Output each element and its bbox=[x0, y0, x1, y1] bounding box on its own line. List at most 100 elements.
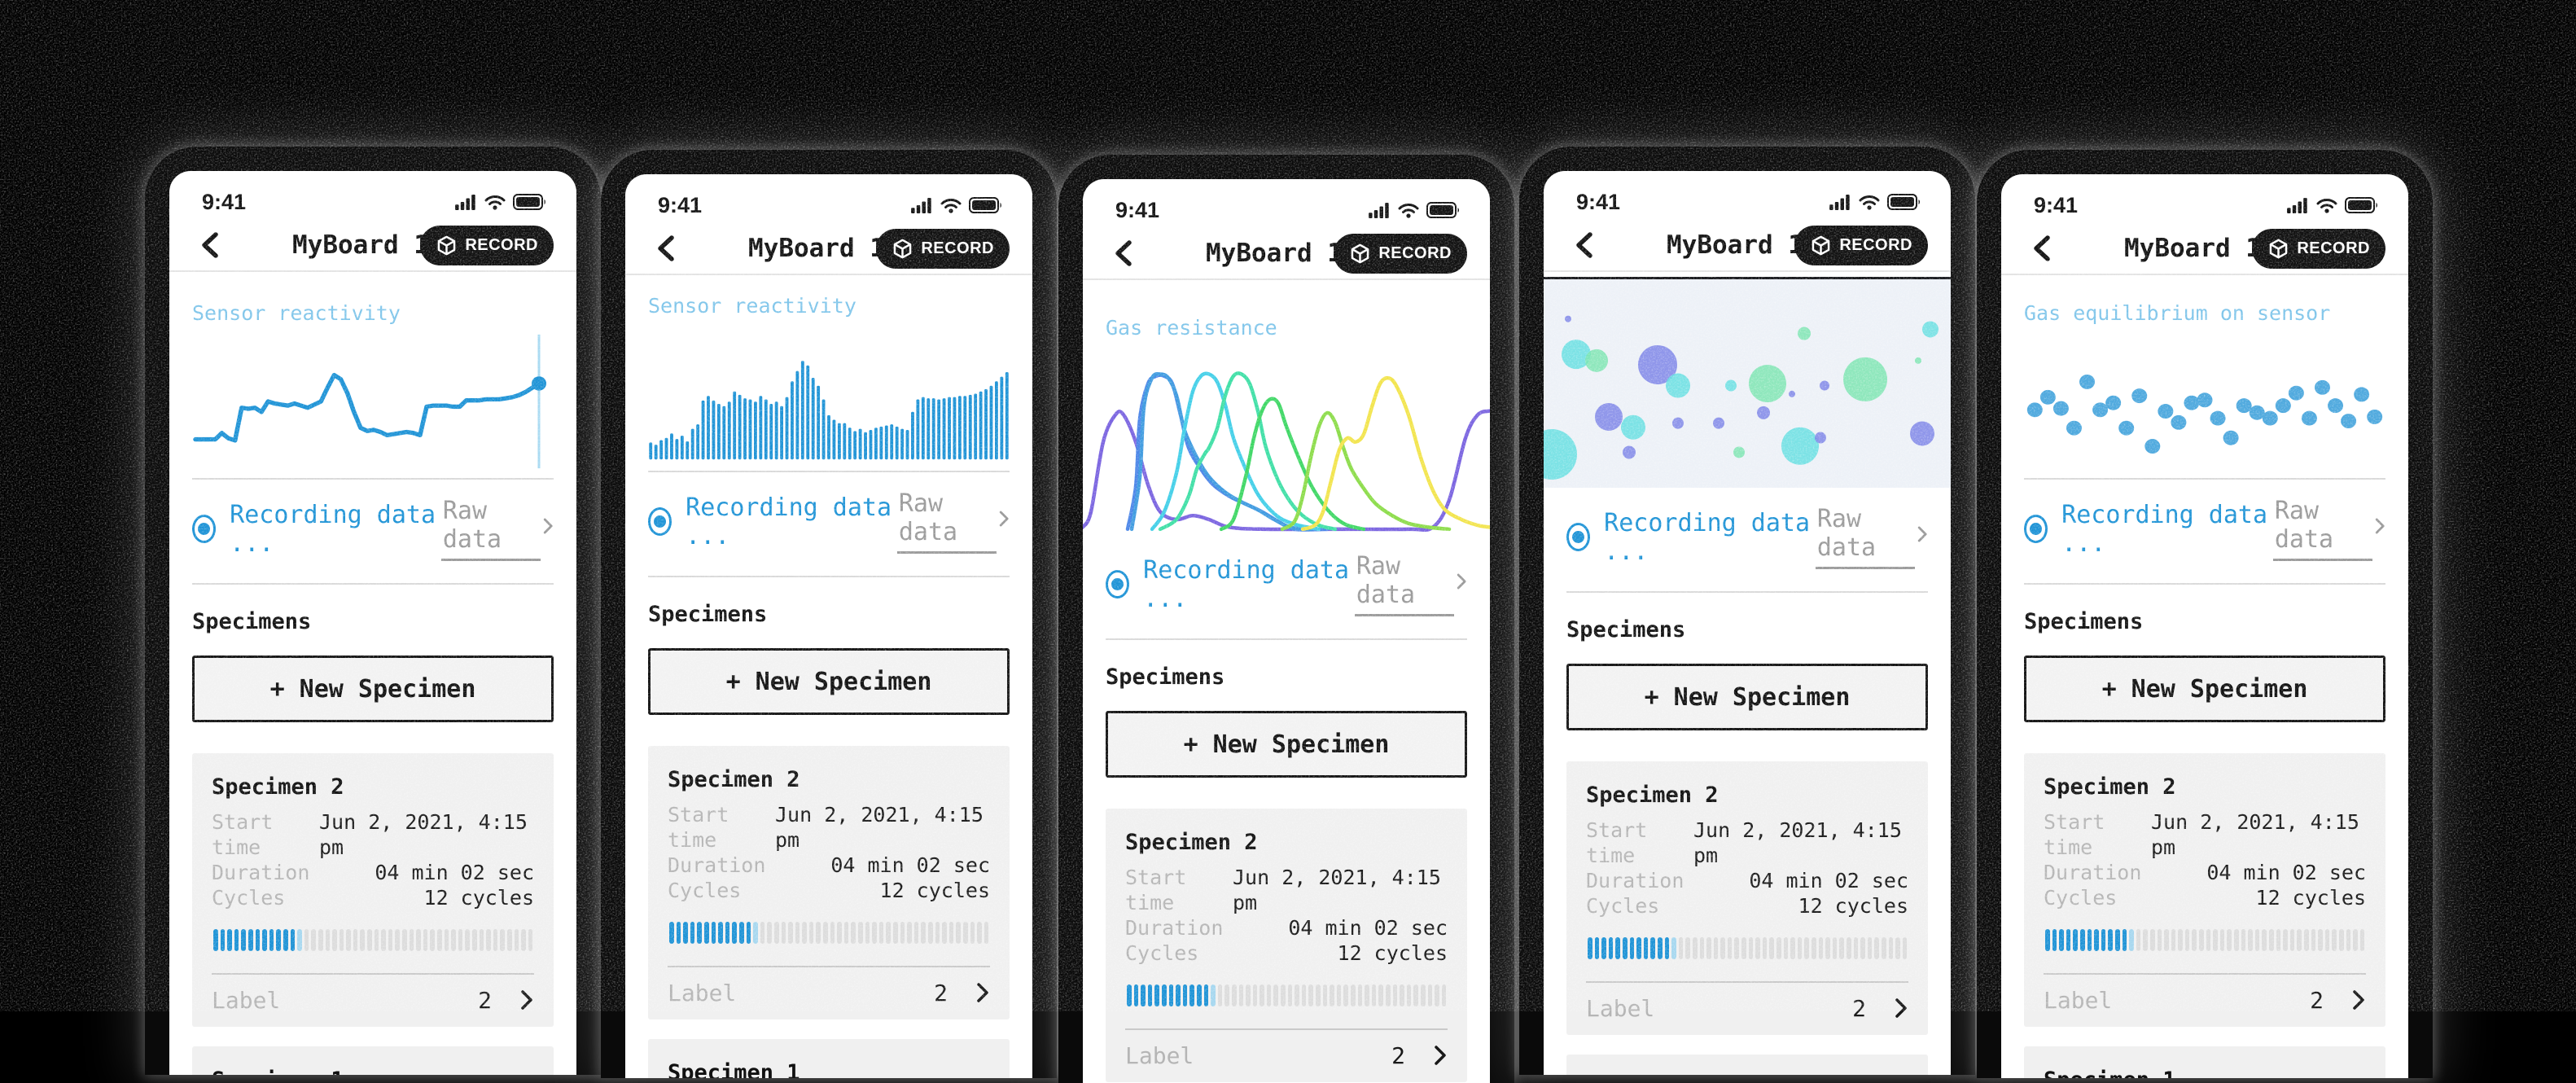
status-time: 9:41 bbox=[2034, 192, 2079, 217]
record-button[interactable]: RECORD bbox=[1334, 233, 1467, 274]
record-button[interactable]: RECORD bbox=[876, 228, 1010, 269]
specimens-heading: Specimens bbox=[2024, 609, 2144, 634]
back-button[interactable] bbox=[1114, 239, 1133, 267]
chart-block bbox=[1544, 277, 1951, 488]
row-value: Jun 2, 2021, 4:15 pm bbox=[1233, 866, 1441, 914]
chevron-right-icon bbox=[521, 990, 532, 1010]
specimen-row: Cycles 12 cycles bbox=[668, 878, 990, 903]
cellular-signal-icon bbox=[2287, 197, 2307, 213]
chevron-left-icon bbox=[202, 232, 218, 258]
screen-content[interactable]: Recording data ... Raw data Specimens + … bbox=[1544, 277, 1951, 1075]
screen-content[interactable]: Gas equilibrium on sensor Recording data… bbox=[2001, 301, 2408, 1078]
raw-data-link[interactable]: Raw data bbox=[896, 489, 997, 554]
phone-screen: 9:41 bbox=[169, 171, 576, 1075]
chevron-left-icon bbox=[2034, 235, 2050, 261]
label-row[interactable]: Label 2 bbox=[1125, 1030, 1448, 1081]
recording-status-row: Recording data ... Raw data bbox=[1106, 535, 1467, 632]
chevron-right-icon bbox=[1457, 573, 1466, 589]
chart-canvas bbox=[2024, 331, 2385, 471]
chevron-right-icon bbox=[1917, 526, 1927, 542]
label-row[interactable]: Label 2 bbox=[212, 975, 534, 1025]
row-label: Start time bbox=[2044, 810, 2105, 859]
specimen-name: Specimen 2 bbox=[1586, 783, 1719, 808]
specimen-card[interactable]: Specimen 2 Start time Jun 2, 2021, 4:15 … bbox=[2024, 753, 2385, 1027]
row-label: Cycles bbox=[2044, 886, 2118, 910]
wifi-icon bbox=[940, 198, 962, 213]
wifi-icon bbox=[2316, 198, 2337, 213]
label-row[interactable]: Label 2 bbox=[2044, 975, 2366, 1025]
label-row-value: 2 bbox=[934, 979, 948, 1006]
cellular-signal-icon bbox=[911, 197, 931, 213]
back-button[interactable] bbox=[656, 235, 676, 262]
recording-status-row: Recording data ... Raw data bbox=[1566, 488, 1928, 585]
specimen-card[interactable]: Specimen 1 Start time Jun 2, 2021, 4:02 … bbox=[192, 1046, 554, 1075]
recording-status-label: Recording data ... bbox=[230, 500, 436, 558]
new-specimen-button[interactable]: + New Specimen bbox=[1566, 664, 1928, 730]
screen-content[interactable]: Gas resistance Recording data ... Raw da… bbox=[1083, 316, 1490, 1083]
back-button[interactable] bbox=[2032, 235, 2052, 262]
specimen-row: Cycles 12 cycles bbox=[1125, 940, 1448, 966]
chart-block: Sensor reactivity bbox=[648, 294, 1010, 464]
recording-status-row: Recording data ... Raw data bbox=[2024, 480, 2385, 577]
status-time: 9:41 bbox=[1576, 189, 1621, 214]
app-header: MyBoard 1 RECORD bbox=[2001, 223, 2408, 275]
row-value: 12 cycles bbox=[1798, 894, 1908, 918]
specimen-row: Start time Jun 2, 2021, 4:15 pm bbox=[1125, 865, 1448, 915]
raw-data-link[interactable]: Raw data bbox=[440, 497, 541, 561]
chart-canvas bbox=[648, 324, 1010, 464]
specimen-row: Duration 04 min 02 sec bbox=[1125, 915, 1448, 940]
chevron-right-icon bbox=[1895, 998, 1907, 1018]
raw-data-link[interactable]: Raw data bbox=[1354, 552, 1454, 616]
divider bbox=[1106, 638, 1467, 640]
specimen-card[interactable]: Specimen 1 Start time Jun 2, 2021, 4:02 … bbox=[648, 1039, 1010, 1078]
screen-content[interactable]: Sensor reactivity Recording data ... Raw… bbox=[625, 294, 1032, 1078]
recording-radio-icon bbox=[1566, 523, 1591, 551]
chevron-right-icon bbox=[543, 518, 553, 533]
app-header: MyBoard 1 RECORD bbox=[169, 220, 576, 272]
screen-content[interactable]: Sensor reactivity Recording data ... Raw… bbox=[169, 301, 576, 1075]
phone-bezel: 9:41 bbox=[145, 147, 601, 1075]
raw-data-link[interactable]: Raw data bbox=[1815, 505, 1915, 569]
cube-icon bbox=[1812, 235, 1830, 255]
page-title: MyBoard 1 bbox=[748, 234, 885, 263]
recording-radio-icon bbox=[2024, 515, 2048, 543]
specimen-card[interactable]: Specimen 2 Start time Jun 2, 2021, 4:15 … bbox=[648, 746, 1010, 1019]
row-value: Jun 2, 2021, 4:15 pm bbox=[1693, 818, 1902, 867]
new-specimen-button[interactable]: + New Specimen bbox=[2024, 656, 2385, 722]
record-button[interactable]: RECORD bbox=[420, 225, 554, 265]
new-specimen-button[interactable]: + New Specimen bbox=[1106, 711, 1467, 778]
raw-data-link[interactable]: Raw data bbox=[2272, 497, 2372, 561]
specimen-card[interactable]: Specimen 1 Start time Jun 2, 2021, 4:02 … bbox=[2024, 1046, 2385, 1078]
app-header: MyBoard 1 RECORD bbox=[1083, 228, 1490, 280]
row-label: Start time bbox=[212, 810, 274, 859]
row-label: Cycles bbox=[668, 879, 742, 902]
specimen-name: Specimen 2 bbox=[2044, 774, 2176, 800]
specimen-card[interactable]: Specimen 2 Start time Jun 2, 2021, 4:15 … bbox=[1106, 809, 1467, 1082]
divider bbox=[2024, 583, 2385, 585]
specimen-card[interactable]: Specimen 2 Start time Jun 2, 2021, 4:15 … bbox=[1566, 761, 1928, 1035]
label-row[interactable]: Label 2 bbox=[1586, 983, 1908, 1033]
chart-title: Sensor reactivity bbox=[648, 294, 856, 318]
battery-icon bbox=[1887, 194, 1920, 210]
label-row-title: Label bbox=[668, 979, 737, 1006]
record-button[interactable]: RECORD bbox=[1794, 225, 1928, 265]
specimen-card[interactable]: Specimen 1 Start time Jun 2, 2021, 4:02 … bbox=[1566, 1054, 1928, 1075]
specimen-card[interactable]: Specimen 2 Start time Jun 2, 2021, 4:15 … bbox=[192, 753, 554, 1027]
chart-title: Gas resistance bbox=[1106, 316, 1277, 340]
new-specimen-button[interactable]: + New Specimen bbox=[192, 656, 554, 722]
recording-status-label: Recording data ... bbox=[686, 493, 892, 550]
new-specimen-button[interactable]: + New Specimen bbox=[648, 648, 1010, 715]
row-value: 04 min 02 sec bbox=[830, 853, 990, 877]
row-value: 04 min 02 sec bbox=[1288, 916, 1448, 940]
back-button[interactable] bbox=[200, 231, 220, 259]
label-row-value: 2 bbox=[2310, 986, 2324, 1014]
specimen-name: Specimen 1 bbox=[212, 1068, 534, 1075]
back-button[interactable] bbox=[1575, 231, 1594, 259]
battery-icon bbox=[1426, 202, 1459, 218]
row-label: Start time bbox=[1586, 818, 1648, 867]
row-label: Cycles bbox=[212, 886, 286, 910]
row-label: Start time bbox=[1125, 866, 1187, 914]
record-button[interactable]: RECORD bbox=[2252, 228, 2385, 269]
phone-bezel: 9:41 bbox=[1058, 155, 1514, 1083]
label-row[interactable]: Label 2 bbox=[668, 967, 990, 1018]
